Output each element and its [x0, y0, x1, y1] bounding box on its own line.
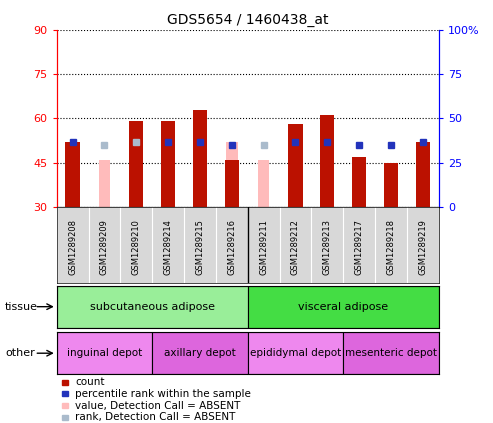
Bar: [193, 110, 207, 207]
Bar: [99, 160, 110, 207]
Bar: [416, 142, 430, 207]
Text: axillary depot: axillary depot: [164, 348, 236, 358]
Text: inguinal depot: inguinal depot: [67, 348, 142, 358]
Text: GDS5654 / 1460438_at: GDS5654 / 1460438_at: [167, 13, 328, 27]
Bar: [288, 124, 303, 207]
Text: GSM1289218: GSM1289218: [387, 219, 395, 275]
Text: GSM1289214: GSM1289214: [164, 219, 173, 275]
FancyBboxPatch shape: [57, 286, 247, 328]
Bar: [225, 160, 239, 207]
Bar: [161, 121, 176, 207]
FancyBboxPatch shape: [57, 332, 152, 374]
Text: GSM1289208: GSM1289208: [68, 219, 77, 275]
FancyBboxPatch shape: [247, 332, 343, 374]
Text: mesenteric depot: mesenteric depot: [345, 348, 437, 358]
Bar: [352, 157, 366, 207]
Bar: [131, 124, 142, 207]
FancyBboxPatch shape: [152, 332, 247, 374]
Text: GSM1289213: GSM1289213: [323, 219, 332, 275]
Text: value, Detection Call = ABSENT: value, Detection Call = ABSENT: [75, 401, 240, 411]
Bar: [129, 121, 143, 207]
Text: GSM1289209: GSM1289209: [100, 219, 109, 275]
Text: other: other: [5, 348, 35, 358]
Text: subcutaneous adipose: subcutaneous adipose: [90, 302, 215, 312]
Text: epididymal depot: epididymal depot: [250, 348, 341, 358]
FancyBboxPatch shape: [343, 332, 439, 374]
Text: percentile rank within the sample: percentile rank within the sample: [75, 389, 251, 399]
Text: rank, Detection Call = ABSENT: rank, Detection Call = ABSENT: [75, 412, 235, 422]
FancyBboxPatch shape: [247, 286, 439, 328]
Text: GSM1289215: GSM1289215: [195, 219, 205, 275]
Text: GSM1289216: GSM1289216: [227, 219, 236, 275]
Text: GSM1289211: GSM1289211: [259, 219, 268, 275]
Bar: [384, 163, 398, 207]
Text: GSM1289212: GSM1289212: [291, 219, 300, 275]
Bar: [66, 142, 80, 207]
Text: count: count: [75, 377, 105, 387]
Bar: [320, 115, 334, 207]
Bar: [226, 142, 238, 207]
Text: GSM1289210: GSM1289210: [132, 219, 141, 275]
Bar: [258, 160, 269, 207]
Text: tissue: tissue: [5, 302, 38, 312]
Text: GSM1289217: GSM1289217: [354, 219, 364, 275]
Text: visceral adipose: visceral adipose: [298, 302, 388, 312]
Text: GSM1289219: GSM1289219: [419, 219, 427, 275]
